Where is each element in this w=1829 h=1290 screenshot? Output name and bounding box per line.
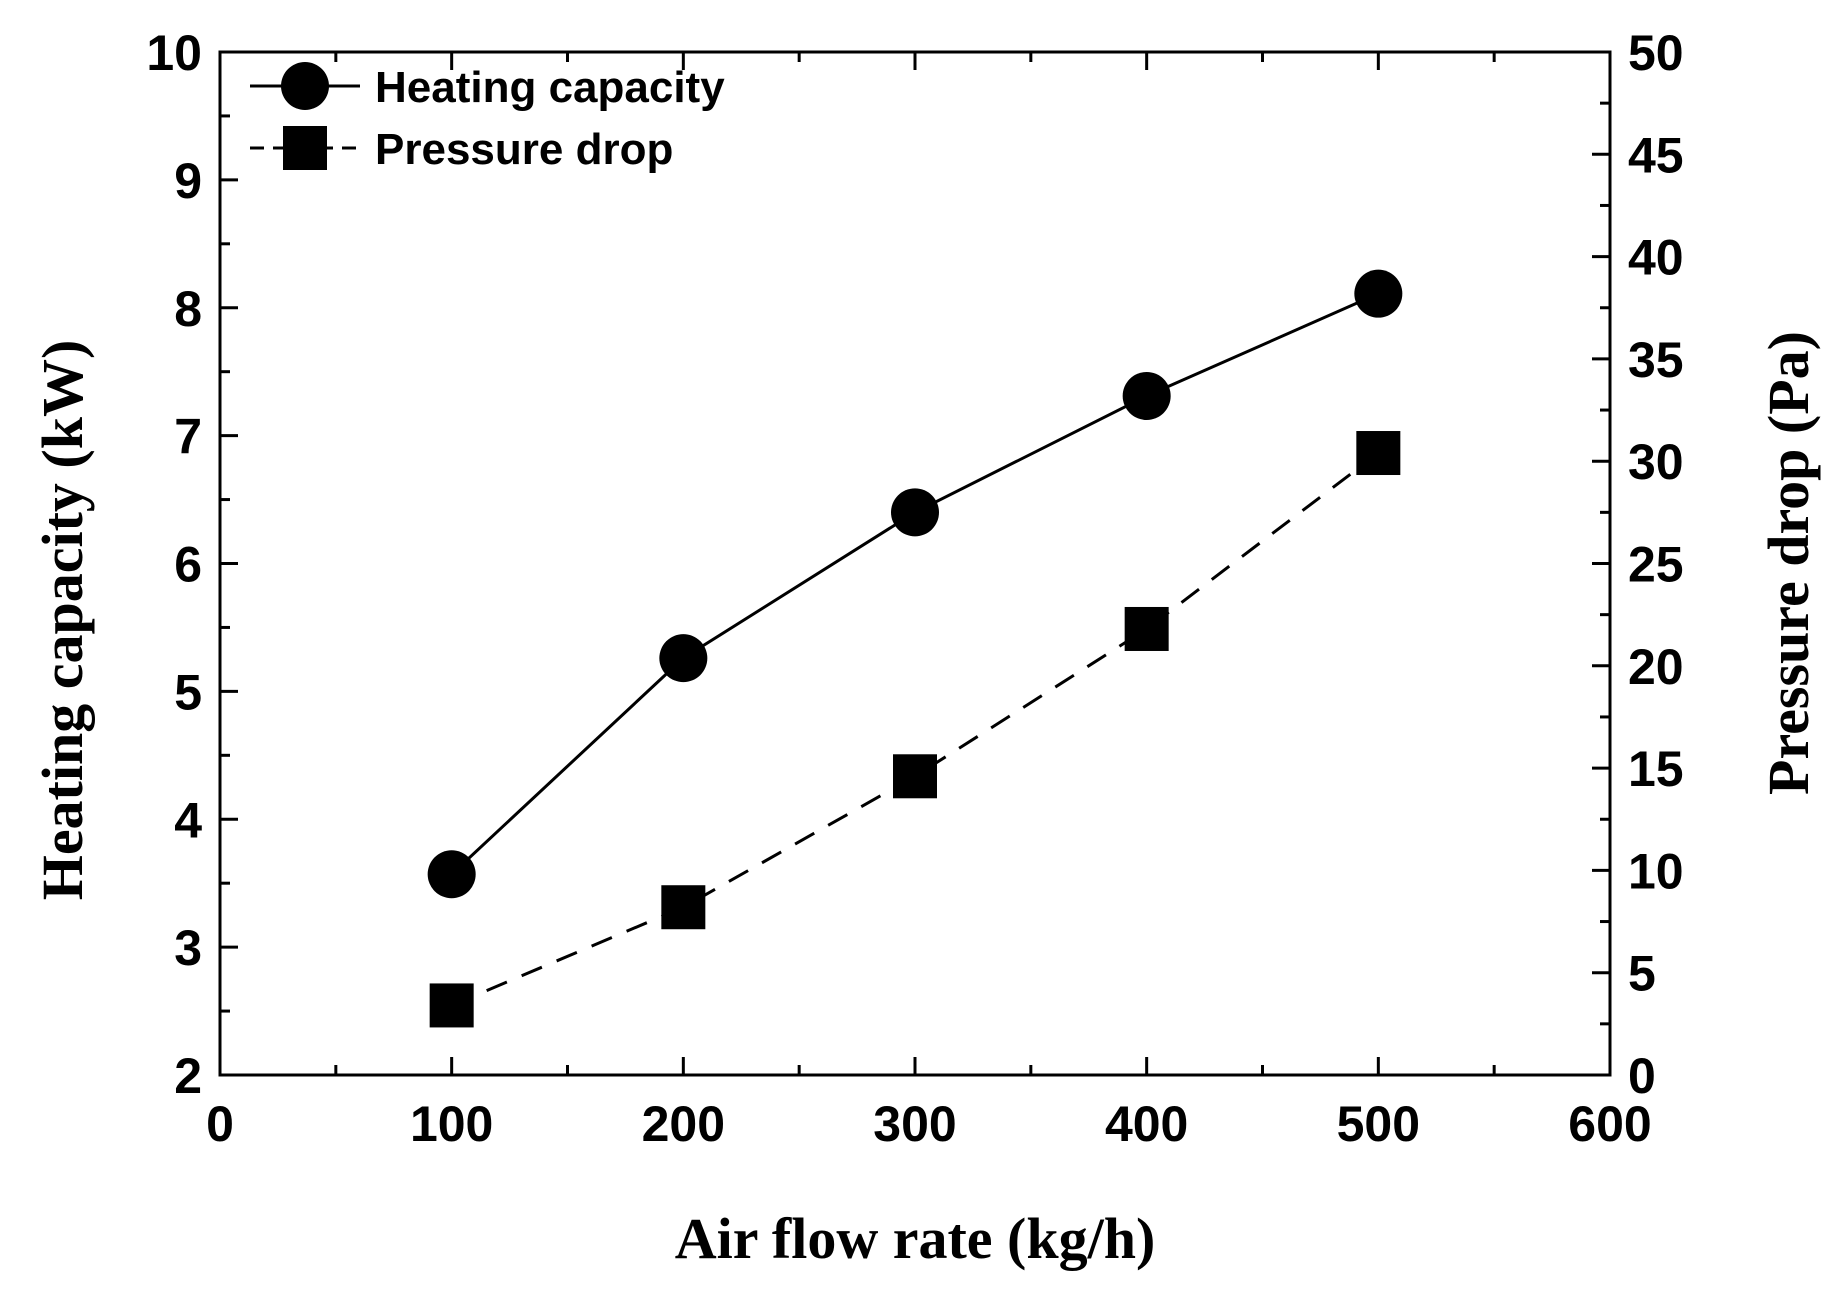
data-point-pressure-drop bbox=[661, 885, 706, 930]
series-line-pressure-drop bbox=[451, 451, 1380, 1007]
legend-pressure-label: Pressure drop bbox=[375, 125, 673, 174]
y-left-tick-label: 10 bbox=[146, 25, 202, 81]
x-tick-label: 500 bbox=[1337, 1096, 1420, 1152]
y-right-tick-label: 25 bbox=[1628, 537, 1684, 593]
data-point-pressure-drop bbox=[1124, 606, 1169, 651]
x-tick-label: 0 bbox=[206, 1096, 234, 1152]
x-tick-label: 300 bbox=[873, 1096, 956, 1152]
data-point-pressure-drop bbox=[429, 983, 474, 1028]
y-left-tick-label: 2 bbox=[174, 1048, 202, 1104]
y-left-tick-label: 9 bbox=[174, 153, 202, 209]
y-right-tick-label: 5 bbox=[1628, 946, 1656, 1002]
y-right-tick-label: 30 bbox=[1628, 434, 1684, 490]
legend: Heating capacity Pressure drop bbox=[250, 62, 725, 174]
y-right-axis-title: Pressure drop (Pa) bbox=[1756, 331, 1821, 795]
y-left-tick-label: 5 bbox=[174, 664, 202, 720]
y-left-tick-label: 4 bbox=[174, 792, 202, 848]
y-right-tick-label: 20 bbox=[1628, 639, 1684, 695]
data-point-heating-capacity bbox=[1122, 371, 1171, 420]
ticks-layer bbox=[218, 50, 1612, 1077]
series-layer bbox=[427, 269, 1403, 1028]
x-tick-label: 100 bbox=[410, 1096, 493, 1152]
legend-heating-marker bbox=[281, 62, 329, 110]
y-left-tick-label: 6 bbox=[174, 537, 202, 593]
x-axis-title: Air flow rate (kg/h) bbox=[675, 1206, 1156, 1271]
data-point-heating-capacity bbox=[891, 488, 939, 537]
y-right-tick-label: 0 bbox=[1628, 1048, 1656, 1104]
tick-labels-layer: 0 100 200 300 400 500 600234567891005101520253… bbox=[146, 25, 1683, 1152]
legend-heating-label: Heating capacity bbox=[375, 63, 725, 112]
plot-frame bbox=[218, 50, 1612, 1077]
y-right-tick-label: 35 bbox=[1628, 332, 1684, 388]
data-point-heating-capacity bbox=[659, 634, 708, 683]
data-point-pressure-drop bbox=[1356, 431, 1401, 476]
y-left-axis-title: Heating capacity (kW) bbox=[30, 340, 95, 901]
y-right-tick-label: 15 bbox=[1628, 741, 1684, 797]
y-left-tick-label: 8 bbox=[174, 281, 202, 337]
data-point-pressure-drop bbox=[893, 754, 937, 799]
legend-pressure-marker bbox=[283, 126, 327, 170]
y-right-tick-label: 40 bbox=[1628, 230, 1684, 286]
x-tick-label: 400 bbox=[1105, 1096, 1188, 1152]
y-left-tick-label: 7 bbox=[174, 409, 202, 465]
y-right-tick-label: 45 bbox=[1628, 127, 1684, 183]
x-tick-label: 200 bbox=[642, 1096, 725, 1152]
y-left-tick-label: 3 bbox=[174, 920, 202, 976]
y-right-tick-label: 50 bbox=[1628, 25, 1684, 81]
x-tick-label: 600 bbox=[1568, 1096, 1651, 1152]
data-point-heating-capacity bbox=[1354, 269, 1403, 318]
y-right-tick-label: 10 bbox=[1628, 843, 1684, 899]
data-point-heating-capacity bbox=[427, 850, 476, 899]
